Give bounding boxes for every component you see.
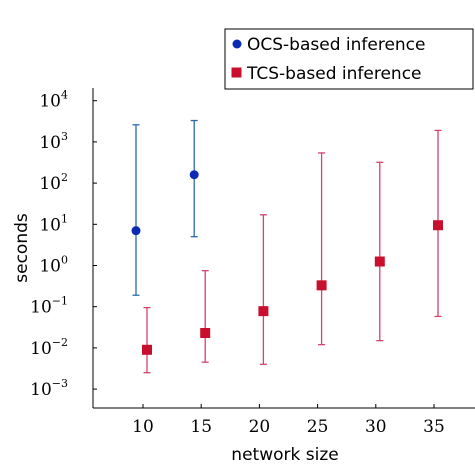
data-point — [374, 256, 385, 267]
y-tick-label: 10−1 — [30, 295, 68, 318]
data-point — [189, 170, 199, 180]
legend-label-ocs: OCS-based inference — [247, 35, 426, 55]
x-tick-label: 10 — [132, 417, 154, 437]
legend-label-tcs: TCS-based inference — [246, 64, 422, 84]
data-point — [142, 344, 152, 355]
series-layer — [131, 119, 443, 374]
y-tick-label: 103 — [39, 130, 68, 153]
x-ticks: 10 15 20 25 30 35 — [132, 404, 445, 437]
data-point — [200, 327, 211, 338]
y-axis-title: seconds — [12, 213, 32, 283]
x-tick-label: 25 — [307, 417, 329, 437]
y-tick-label: 10−3 — [30, 377, 68, 400]
x-tick-label: 15 — [190, 417, 212, 437]
y-ticks: 10−3 10−2 10−1 100 101 102 103 104 — [30, 89, 97, 400]
x-tick-label: 35 — [423, 417, 445, 437]
y-tick-label: 102 — [39, 171, 68, 194]
data-point — [258, 306, 269, 317]
plot-area — [92, 88, 475, 409]
series-tcs — [142, 129, 443, 374]
y-tick-label: 101 — [39, 212, 68, 235]
series-ocs — [131, 119, 199, 296]
x-tick-label: 20 — [249, 417, 271, 437]
data-point — [433, 220, 443, 231]
legend-marker-tcs — [231, 67, 242, 78]
x-tick-label: 30 — [365, 417, 387, 437]
data-point — [131, 226, 141, 236]
y-tick-label: 10−2 — [30, 336, 68, 359]
legend-marker-ocs — [232, 39, 242, 49]
data-point — [316, 280, 327, 291]
y-tick-label: 100 — [39, 254, 68, 277]
legend: OCS-based inference TCS-based inference — [224, 28, 474, 90]
legend-box — [224, 28, 474, 90]
y-tick-label: 104 — [39, 89, 68, 112]
x-axis-title: network size — [231, 445, 338, 465]
